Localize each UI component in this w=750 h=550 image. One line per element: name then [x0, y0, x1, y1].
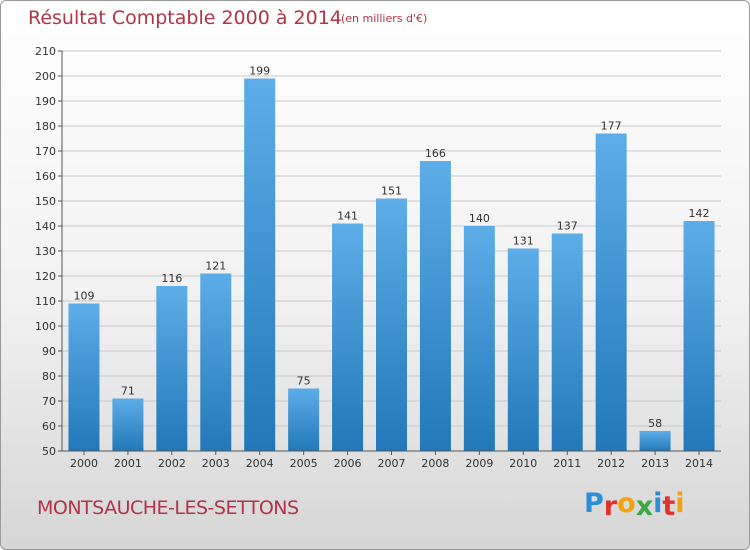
x-tick-label: 2014 [685, 457, 713, 470]
y-axis-ticks: 50 60 70 80 90 100 110 120 130 140 150 160 170 180 190… [35, 45, 62, 458]
y-tick-label: 160 [35, 170, 56, 183]
x-tick-label: 2006 [334, 457, 362, 470]
y-tick-label: 50 [42, 445, 56, 458]
x-tick-label: 2009 [465, 457, 493, 470]
y-tick-label: 170 [35, 145, 56, 158]
data-label-2013: 58 [648, 417, 662, 430]
data-label-2014: 142 [689, 207, 710, 220]
x-tick-label: 2001 [114, 457, 142, 470]
y-tick-label: 180 [35, 120, 56, 133]
logo-letter: t [662, 491, 676, 522]
logo-letter: o [617, 488, 636, 519]
data-label-2004: 199 [249, 65, 270, 78]
bar-2002 [156, 286, 188, 451]
y-tick-label: 120 [35, 270, 56, 283]
y-tick-label: 210 [35, 45, 56, 58]
bar-2004 [244, 78, 276, 451]
data-label-2007: 151 [381, 185, 402, 198]
y-tick-label: 90 [42, 345, 56, 358]
x-axis-ticks: 2000 2001 2002 2003 2004 2005 2006 2007 2008 2009… [70, 451, 713, 470]
bar-2014 [683, 221, 715, 451]
data-labels: 109 71 116 121 199 75 141 151 166 140 131 137 177 58 1… [73, 65, 709, 431]
data-label-2008: 166 [425, 147, 446, 160]
x-tick-label: 2011 [553, 457, 581, 470]
y-tick-label: 80 [42, 370, 56, 383]
x-tick-label: 2010 [509, 457, 537, 470]
data-label-2011: 137 [557, 220, 578, 233]
bar-2000 [68, 303, 100, 451]
logo-letter: i [653, 488, 663, 519]
y-tick-label: 190 [35, 95, 56, 108]
data-label-2003: 121 [205, 260, 226, 273]
proxiti-logo[interactable]: Proxiti [584, 488, 685, 522]
y-tick-label: 100 [35, 320, 56, 333]
data-label-2000: 109 [73, 290, 94, 303]
logo-letter: i [675, 488, 685, 519]
chart-subtitle: (en milliers d'€) [341, 12, 428, 25]
y-tick-label: 130 [35, 245, 56, 258]
chart-title: Résultat Comptable 2000 à 2014 [28, 7, 342, 29]
bar-2009 [463, 226, 495, 451]
bars [68, 78, 715, 451]
y-tick-label: 70 [42, 395, 56, 408]
bar-2001 [112, 398, 144, 451]
data-label-2002: 116 [161, 272, 182, 285]
x-tick-label: 2000 [70, 457, 98, 470]
x-tick-label: 2007 [378, 457, 406, 470]
logo-letter: x [635, 491, 654, 522]
x-tick-label: 2004 [246, 457, 274, 470]
y-tick-label: 200 [35, 70, 56, 83]
bar-2013 [639, 431, 671, 451]
data-label-2005: 75 [297, 375, 311, 388]
bar-2010 [507, 248, 539, 451]
data-label-2010: 131 [513, 235, 534, 248]
y-tick-label: 60 [42, 420, 56, 433]
bar-2007 [376, 198, 407, 451]
bar-2012 [595, 133, 627, 451]
x-tick-label: 2002 [158, 457, 186, 470]
x-tick-label: 2005 [290, 457, 318, 470]
commune-name: MONTSAUCHE-LES-SETTONS [37, 497, 299, 519]
data-label-2006: 141 [337, 210, 358, 223]
logo-letter: r [603, 491, 618, 522]
logo-letter: P [584, 488, 604, 519]
bar-2011 [551, 233, 583, 451]
bar-2005 [288, 388, 320, 451]
x-tick-label: 2008 [421, 457, 449, 470]
data-label-2012: 177 [601, 120, 622, 133]
y-tick-label: 110 [35, 295, 56, 308]
bar-2003 [200, 273, 232, 451]
data-label-2009: 140 [469, 212, 490, 225]
data-label-2001: 71 [121, 385, 135, 398]
x-tick-label: 2013 [641, 457, 669, 470]
x-tick-label: 2003 [202, 457, 230, 470]
y-tick-label: 140 [35, 220, 56, 233]
bar-2008 [419, 161, 451, 451]
x-tick-label: 2012 [597, 457, 625, 470]
y-tick-label: 150 [35, 195, 56, 208]
bar-2006 [332, 223, 364, 451]
